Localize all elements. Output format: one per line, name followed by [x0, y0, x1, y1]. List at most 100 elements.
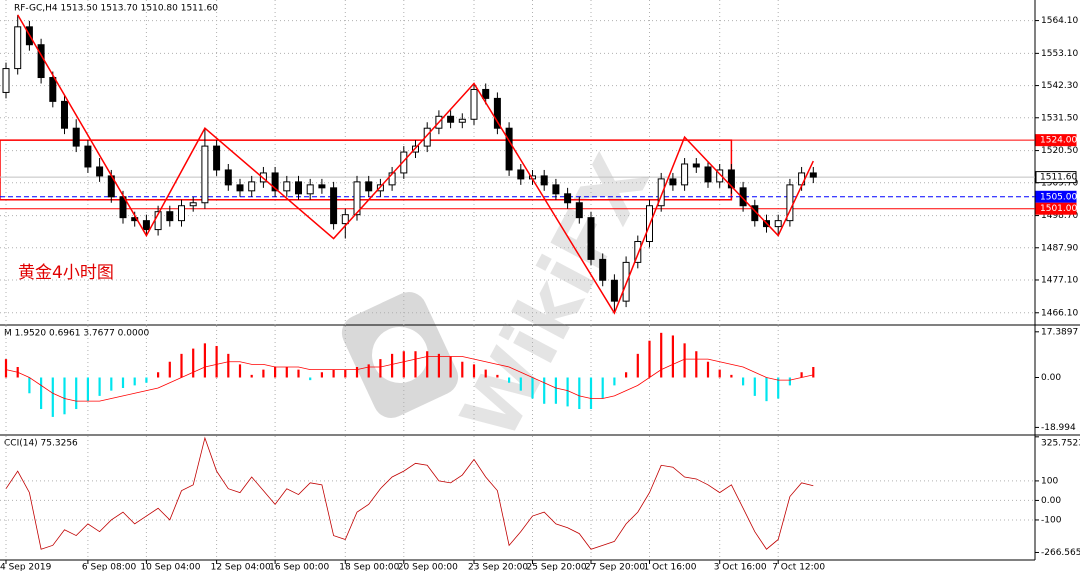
indicator-title: M 1.9520 0.6961 3.7677 0.0000 [4, 329, 149, 339]
candle-body [727, 169, 735, 189]
level-label: 1511.60 [1040, 173, 1077, 183]
candle-body [365, 181, 373, 192]
candle-body [482, 88, 490, 99]
x-tick-label: 4 Sep 2019 [0, 563, 52, 571]
candle-body [739, 187, 747, 207]
level-label-bg [1035, 134, 1077, 147]
candle-body [166, 211, 174, 222]
candle-body [470, 88, 478, 120]
y-tick-label: 100 [1041, 476, 1058, 486]
level-label: 1501.00 [1040, 204, 1077, 214]
candle-body [458, 118, 466, 123]
y-tick-label: -266.5656 [1041, 548, 1080, 558]
candle-body [306, 184, 314, 195]
x-tick-label: 12 Sep 04:00 [211, 563, 271, 571]
x-tick-label: 18 Sep 00:00 [339, 563, 399, 571]
level-label: 1524.00 [1040, 136, 1077, 146]
candle-body [599, 258, 607, 281]
x-tick-label: 16 Sep 00:00 [269, 563, 329, 571]
x-tick-label: 3 Oct 16:00 [714, 563, 767, 571]
y-tick-label: 0.00 [1041, 496, 1061, 506]
y-tick-label: 1542.30 [1041, 81, 1078, 91]
cci-line [5, 436, 814, 550]
candle-body [774, 220, 782, 228]
candle-body [400, 151, 408, 174]
level-label: 1505.00 [1040, 192, 1077, 202]
candle-body [49, 77, 57, 102]
y-tick-label: 1509.70 [1041, 178, 1078, 188]
candle-body [84, 145, 92, 168]
candle-body [248, 181, 256, 192]
candle-body [716, 169, 724, 183]
y-tick-label: -100 [1041, 515, 1062, 525]
candle-body [610, 279, 618, 302]
candle-body [564, 193, 572, 204]
level-label-bg [1035, 190, 1077, 203]
level-label-bg [1035, 202, 1077, 215]
candle-body [447, 115, 455, 123]
candle-body [681, 163, 689, 186]
level-label-bg [1035, 171, 1077, 184]
candle-body [423, 127, 431, 147]
candle-body [341, 214, 349, 225]
candle-body [283, 181, 291, 192]
y-tick-label: 1553.10 [1041, 49, 1078, 59]
candle-body [353, 181, 361, 216]
candle-body [669, 178, 677, 186]
annotation: 黄金4小时图 [18, 263, 114, 283]
candle-body [295, 181, 302, 195]
candle-body [540, 175, 548, 186]
indicator-title: CCI(14) 75.3256 [4, 439, 78, 449]
candle-body [37, 44, 45, 79]
candle-body [213, 145, 221, 171]
y-tick-label: 1498.70 [1041, 211, 1078, 221]
candle-body [142, 220, 150, 231]
candle-body [189, 202, 197, 207]
candle-body [575, 202, 583, 219]
candle-body [704, 166, 712, 183]
candle-body [271, 172, 279, 192]
x-tick-label: 1 Oct 16:00 [644, 563, 697, 571]
x-tick-label: 6 Sep 08:00 [82, 563, 137, 571]
candle-body [634, 241, 642, 263]
chart-title: RF-GC,H4 1513.50 1513.70 1510.80 1511.60 [14, 4, 218, 14]
candle-body [201, 145, 209, 204]
zigzag-line [17, 14, 814, 315]
candle-body [809, 172, 817, 178]
candle-body [657, 178, 665, 207]
candle-body [505, 127, 513, 171]
y-tick-label: 0.00 [1041, 373, 1061, 383]
candle-body [318, 184, 326, 189]
y-tick-label: 17.3897 [1041, 327, 1078, 337]
candle-body [178, 205, 185, 222]
x-tick-label: 27 Sep 20:00 [585, 563, 645, 571]
signal-line [5, 356, 814, 402]
candle-body [14, 26, 22, 70]
x-tick-label: 7 Oct 12:00 [772, 563, 825, 571]
candle-body [224, 169, 232, 186]
candle-body [2, 68, 10, 93]
candle-body [72, 127, 80, 147]
y-tick-label: 325.7523 [1041, 438, 1080, 448]
candle-body [96, 166, 104, 177]
candle-body [517, 169, 525, 180]
candle-body [587, 217, 595, 260]
candle-body [692, 163, 700, 168]
watermark-logo [341, 292, 459, 418]
x-tick-label: 25 Sep 20:00 [527, 563, 587, 571]
y-tick-label: 1477.10 [1041, 275, 1078, 285]
candle-body [61, 100, 68, 129]
y-tick-label: 1564.10 [1041, 16, 1078, 26]
y-tick-label: 1466.10 [1041, 308, 1078, 318]
candle-body [552, 184, 560, 195]
candle-body [330, 187, 338, 225]
y-tick-label: 1531.50 [1041, 113, 1078, 123]
candle-body [236, 184, 244, 192]
y-tick-label: -18.994 [1041, 423, 1076, 433]
x-tick-label: 23 Sep 20:00 [468, 563, 528, 571]
y-tick-label: 1520.50 [1041, 146, 1078, 156]
y-tick-label: 1487.90 [1041, 243, 1078, 253]
